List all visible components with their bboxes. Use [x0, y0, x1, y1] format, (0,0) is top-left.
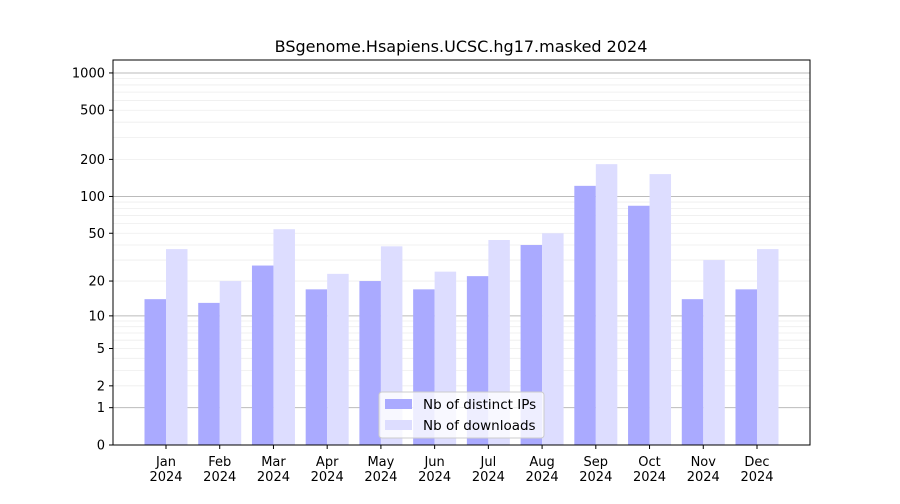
x-tick-label: Jan 2024 [149, 455, 182, 485]
bar-ips-10 [681, 299, 704, 445]
legend-label-ips: Nb of distinct IPs [423, 397, 536, 413]
y-axis: 0 1 2 5 10 20 50 100 200 500 1000 [72, 66, 113, 454]
bar-downloads-3 [327, 273, 349, 445]
bar-downloads-9 [649, 174, 672, 445]
bar-downloads-2 [273, 229, 295, 445]
x-tick-label: Aug 2024 [526, 455, 559, 485]
bar-ips-1 [198, 302, 220, 445]
y-tick-label: 1000 [72, 66, 105, 81]
legend-label-downloads: Nb of downloads [423, 418, 536, 434]
x-tick-label: May 2024 [364, 455, 397, 485]
bar-ips-3 [305, 289, 328, 445]
bar-ips-4 [359, 281, 381, 445]
legend-swatch-ips [385, 399, 412, 409]
bar-ips-0 [144, 299, 166, 445]
y-tick-label: 5 [97, 342, 105, 357]
bars [144, 164, 779, 446]
bar-ips-11 [735, 289, 757, 445]
x-tick-label: Mar 2024 [257, 455, 290, 485]
bar-downloads-10 [703, 260, 725, 445]
y-tick-label: 500 [80, 104, 105, 119]
x-tick-label: Jul 2024 [472, 455, 505, 485]
y-tick-label: 20 [88, 275, 105, 290]
bar-downloads-11 [757, 249, 779, 445]
x-tick-label: Sep 2024 [579, 455, 612, 485]
x-axis: Jan 2024 Feb 2024 Mar 2024 Apr 2024 May 2024 Jun 20… [149, 445, 774, 485]
chart-title: BSgenome.Hsapiens.UCSC.hg17.masked 2024 [275, 37, 648, 56]
bar-ips-8 [574, 185, 596, 446]
y-tick-label: 10 [88, 309, 105, 324]
bar-downloads-7 [542, 233, 564, 445]
y-tick-label: 50 [88, 227, 105, 242]
y-tick-label: 100 [80, 190, 105, 205]
y-tick-label: 200 [80, 153, 105, 168]
y-tick-label: 2 [97, 379, 105, 394]
bar-downloads-1 [219, 281, 242, 445]
bar-downloads-0 [166, 249, 188, 445]
x-tick-label: Apr 2024 [311, 455, 344, 485]
legend: Nb of distinct IPs Nb of downloads [378, 391, 545, 439]
y-tick-label: 0 [97, 439, 105, 454]
x-tick-label: Oct 2024 [633, 455, 666, 485]
y-tick-label: 1 [97, 401, 105, 416]
bar-ips-9 [628, 205, 650, 445]
legend-swatch-downloads [385, 420, 412, 430]
bar-ips-2 [251, 265, 274, 445]
x-tick-label: Jun 2024 [418, 455, 451, 485]
plot-frame [112, 59, 811, 446]
x-tick-label: Nov 2024 [687, 455, 720, 485]
bar-downloads-8 [595, 164, 618, 445]
x-tick-label: Feb 2024 [203, 455, 236, 485]
x-tick-label: Dec 2024 [740, 455, 773, 485]
